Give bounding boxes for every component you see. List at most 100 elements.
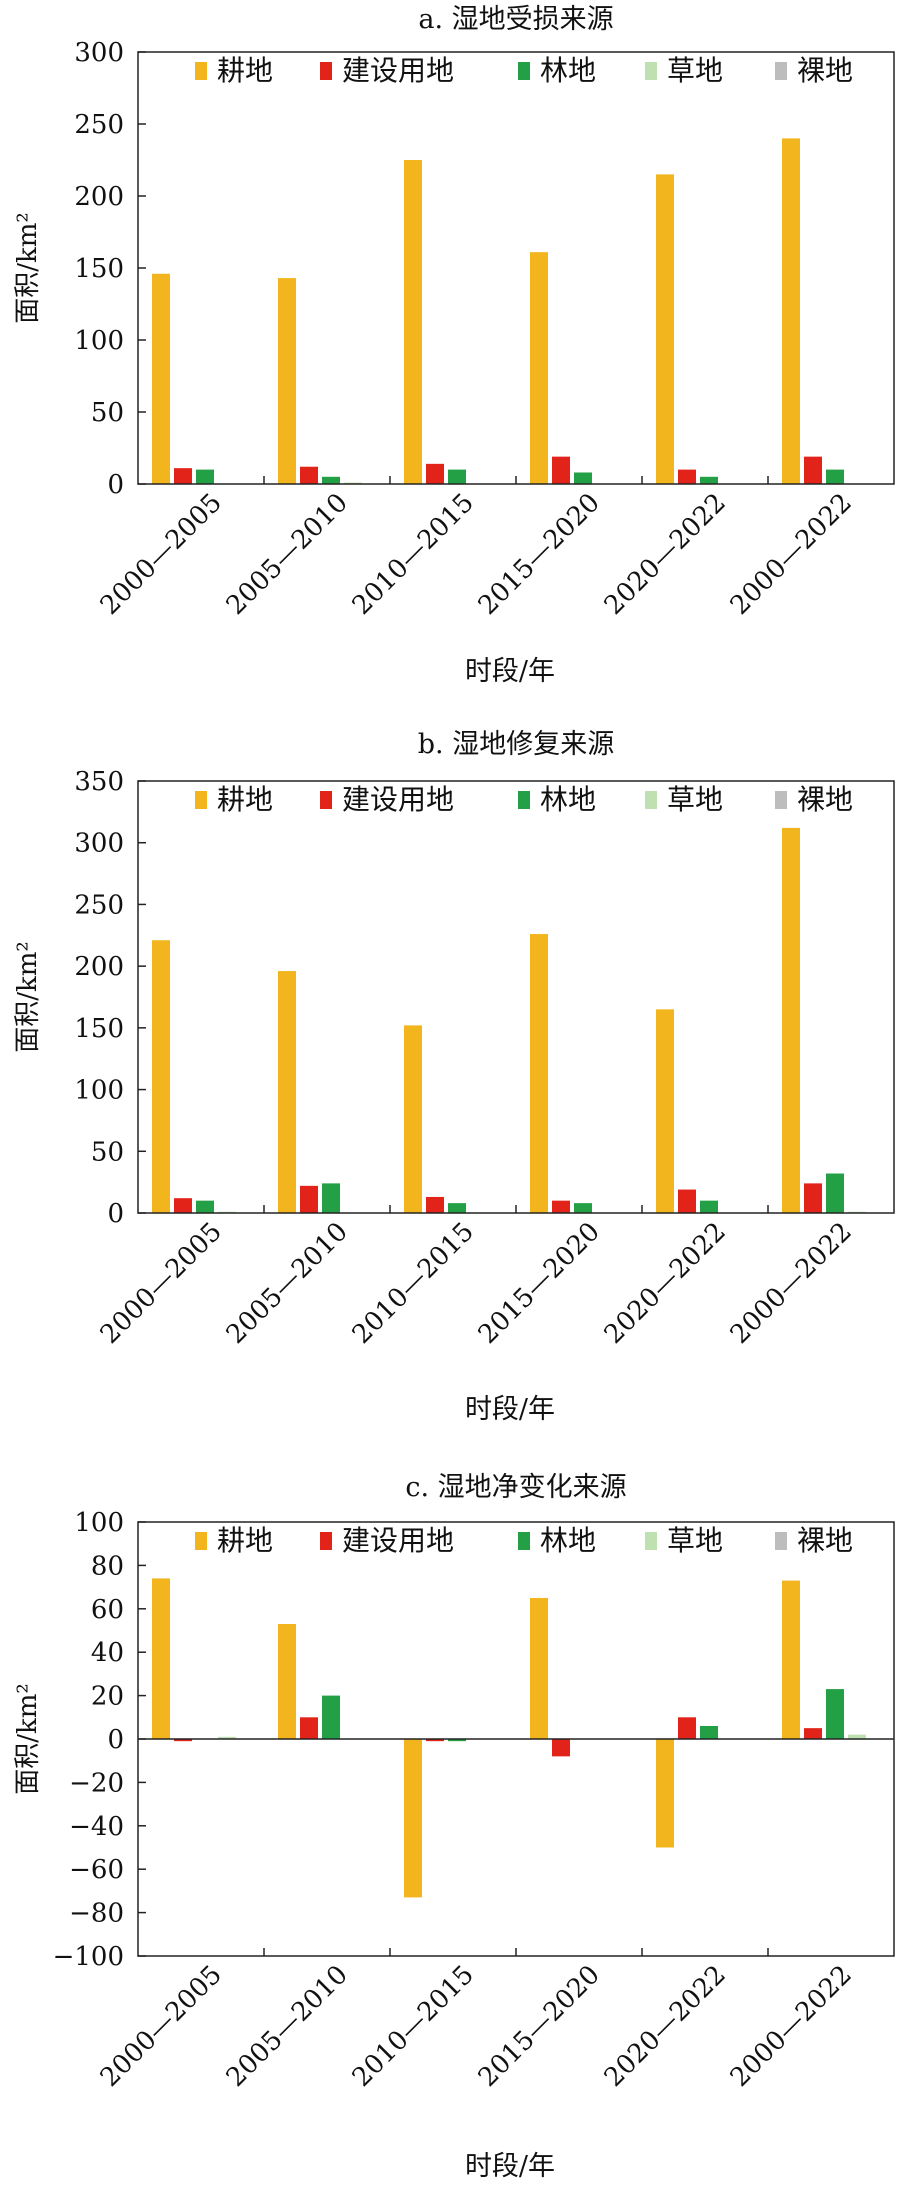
y-axis-label: 面积/km²: [13, 1683, 43, 1795]
legend-label-林地: 林地: [540, 54, 596, 87]
legend-label-草地: 草地: [667, 54, 723, 87]
bar-耕地-2000—2005: [152, 1578, 170, 1739]
bar-耕地-2000—2022: [782, 1580, 800, 1739]
x-tick-label: 2010—2015: [347, 1217, 480, 1350]
y-tick-label: 40: [91, 1638, 124, 1668]
y-tick-label: −100: [53, 1942, 124, 1972]
x-tick-label: 2020—2022: [599, 488, 732, 621]
bar-建设用地-2010—2015: [426, 1739, 444, 1742]
bar-耕地-2000—2022: [782, 827, 800, 1213]
bar-林地-2000—2022: [826, 469, 844, 484]
legend-label-耕地: 耕地: [217, 783, 273, 816]
legend-swatch-裸地: [775, 62, 787, 80]
y-tick-label: 100: [74, 326, 124, 356]
legend-swatch-裸地: [775, 791, 787, 809]
x-tick-label: 2005—2010: [221, 1217, 354, 1350]
bar-林地-2005—2010: [322, 1695, 340, 1739]
x-axis-label: 时段/年: [465, 1394, 555, 1425]
x-tick-label: 2000—2022: [725, 1217, 858, 1350]
y-tick-label: 80: [91, 1551, 124, 1581]
x-tick-label: 2020—2022: [599, 1960, 732, 2093]
bar-建设用地-2015—2020: [552, 1739, 570, 1757]
legend-swatch-建设用地: [320, 1532, 332, 1550]
bar-建设用地-2005—2010: [300, 466, 318, 484]
plot-frame: [137, 51, 895, 485]
y-tick-label: 300: [74, 38, 124, 68]
bar-林地-2000—2022: [826, 1689, 844, 1739]
legend-swatch-林地: [518, 1532, 530, 1550]
bar-建设用地-2010—2015: [426, 463, 444, 484]
y-tick-label: −40: [69, 1812, 124, 1842]
y-tick-label: −80: [69, 1899, 124, 1929]
plot-frame: [137, 1521, 895, 1957]
y-tick-label: 200: [74, 182, 124, 212]
legend-label-建设用地: 建设用地: [342, 783, 454, 816]
bar-耕地-2005—2010: [278, 1623, 296, 1739]
legend-label-草地: 草地: [667, 783, 723, 816]
x-tick-label: 2015—2020: [473, 1217, 606, 1350]
bar-草地-2000—2022: [848, 1734, 866, 1739]
bar-林地-2015—2020: [574, 472, 592, 484]
x-tick-label: 2000—2022: [725, 488, 858, 621]
legend-swatch-耕地: [195, 791, 207, 809]
legend-swatch-林地: [518, 791, 530, 809]
x-tick-label: 2015—2020: [473, 1960, 606, 2093]
legend-swatch-建设用地: [320, 791, 332, 809]
x-axis-label: 时段/年: [465, 2151, 555, 2182]
x-tick-label: 2015—2020: [473, 488, 606, 621]
bar-建设用地-2020—2022: [678, 1717, 696, 1739]
legend-swatch-草地: [645, 1532, 657, 1550]
y-tick-label: 200: [74, 952, 124, 982]
legend-swatch-裸地: [775, 1532, 787, 1550]
bar-耕地-2020—2022: [656, 174, 674, 484]
y-tick-label: 60: [91, 1595, 124, 1625]
x-tick-label: 2005—2010: [221, 1960, 354, 2093]
bar-林地-2010—2015: [448, 1203, 466, 1213]
bar-林地-2010—2015: [448, 1739, 466, 1742]
chart-title: c. 湿地净变化来源: [405, 1472, 626, 1503]
x-tick-label: 2000—2005: [95, 1960, 228, 2093]
bar-耕地-2010—2015: [404, 1025, 422, 1213]
legend-label-建设用地: 建设用地: [342, 54, 454, 87]
bar-耕地-2000—2022: [782, 138, 800, 484]
bar-耕地-2005—2010: [278, 971, 296, 1213]
bar-建设用地-2000—2022: [804, 1183, 822, 1213]
legend-swatch-林地: [518, 62, 530, 80]
bar-林地-2020—2022: [700, 1200, 718, 1213]
bar-耕地-2020—2022: [656, 1739, 674, 1848]
x-axis-label: 时段/年: [465, 656, 555, 687]
legend-label-草地: 草地: [667, 1524, 723, 1557]
chart-panel-3: c. 湿地净变化来源 −100 −80 −60 −40 −20 0 20 40 60 80 100 面积…: [13, 1472, 895, 2182]
bar-建设用地-2015—2020: [552, 456, 570, 484]
bar-耕地-2000—2005: [152, 273, 170, 484]
bar-建设用地-2005—2010: [300, 1717, 318, 1739]
bar-建设用地-2000—2022: [804, 1728, 822, 1739]
legend-label-裸地: 裸地: [797, 783, 853, 816]
bar-林地-2000—2005: [196, 1200, 214, 1213]
y-tick-label: 0: [107, 1725, 124, 1755]
y-tick-label: 0: [107, 470, 124, 500]
y-tick-label: 250: [74, 890, 124, 920]
chart-title: a. 湿地受损来源: [418, 4, 613, 35]
bar-建设用地-2000—2005: [174, 468, 192, 484]
y-tick-label: 150: [74, 254, 124, 284]
chart-title: b. 湿地修复来源: [418, 729, 614, 760]
y-tick-label: −60: [69, 1855, 124, 1885]
legend-swatch-建设用地: [320, 62, 332, 80]
bar-建设用地-2000—2022: [804, 456, 822, 484]
y-axis-label: 面积/km²: [13, 212, 43, 324]
bar-林地-2020—2022: [700, 476, 718, 484]
legend-swatch-草地: [645, 791, 657, 809]
y-tick-label: 300: [74, 829, 124, 859]
bar-林地-2010—2015: [448, 469, 466, 484]
bar-耕地-2010—2015: [404, 1739, 422, 1898]
chart-panel-1: a. 湿地受损来源 0 50 100 150 200 250 300 面积/km² 2000—20…: [13, 4, 895, 687]
chart-panel-2: b. 湿地修复来源 0 50 100 150 200 250 300 350 面积/km² 2000…: [13, 729, 895, 1425]
y-tick-label: 150: [74, 1014, 124, 1044]
bar-林地-2020—2022: [700, 1725, 718, 1739]
bar-建设用地-2000—2005: [174, 1739, 192, 1742]
bar-林地-2005—2010: [322, 1183, 340, 1213]
legend-label-裸地: 裸地: [797, 54, 853, 87]
